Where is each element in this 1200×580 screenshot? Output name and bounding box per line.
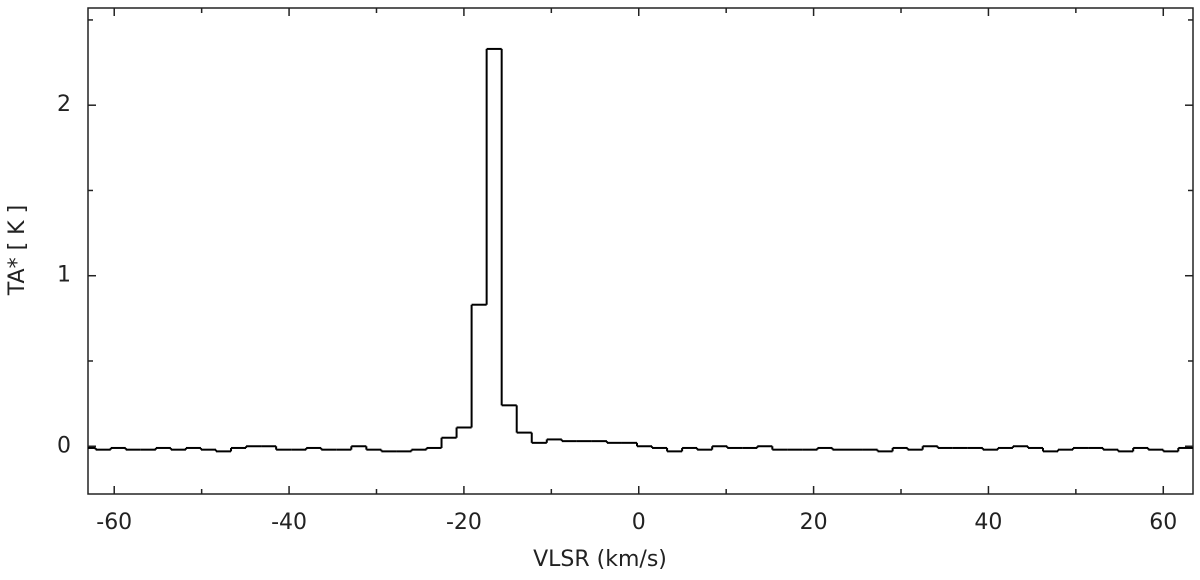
x-tick-label: 40 [974, 510, 1002, 535]
y-tick-label: 2 [57, 92, 71, 117]
x-tick-label: 0 [632, 510, 646, 535]
x-tick-label: -40 [271, 510, 307, 535]
x-tick-label: -60 [96, 510, 132, 535]
x-tick-label: -20 [446, 510, 482, 535]
x-tick-label: 60 [1149, 510, 1177, 535]
plot-frame [87, 7, 1194, 495]
x-tick-label: 20 [800, 510, 828, 535]
y-tick-label: 1 [57, 263, 71, 288]
y-tick-label: 0 [57, 433, 71, 458]
x-axis-label: VLSR (km/s) [533, 547, 667, 572]
y-axis-label: TA* [ K ] [5, 205, 30, 296]
